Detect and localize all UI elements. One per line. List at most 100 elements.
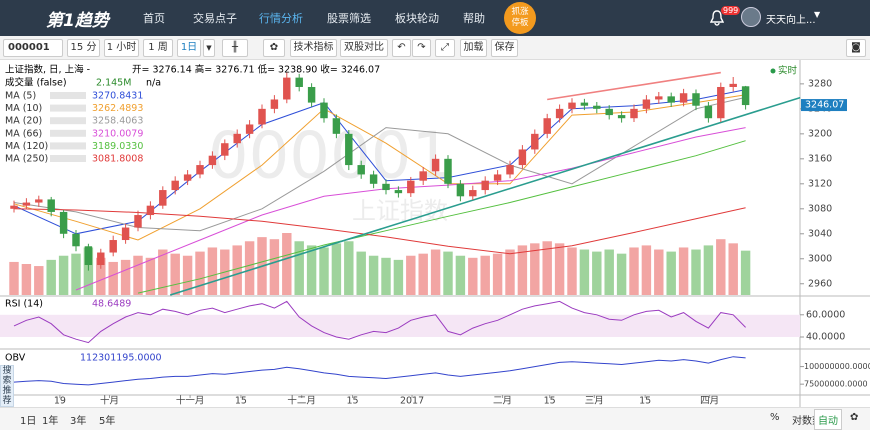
snapshot[interactable]: ◙	[846, 39, 866, 57]
y-tick-label: 100000000.0000	[804, 362, 870, 371]
ma-value: 3270.8431	[92, 91, 143, 102]
x-tick-label: 19	[54, 396, 66, 407]
caret[interactable]: ▼	[814, 10, 821, 19]
ma-value: 3210.0079	[92, 128, 143, 139]
y-tick-label: 40.0000	[806, 332, 845, 343]
rsi-line	[13, 300, 746, 344]
volume-bar	[393, 259, 404, 295]
volume-bar	[492, 253, 503, 295]
candle-body	[369, 174, 378, 184]
scale-option[interactable]: 对数刻度	[792, 416, 832, 427]
y-tick-label: 75000000.0000	[804, 380, 868, 389]
toolbar: 000001 15 分 1 小时 1 周 1日 ▼ ╫ ✿ 技术指标 双股对比 …	[0, 36, 870, 60]
volume-bar	[58, 255, 69, 295]
range-button[interactable]: 3年	[70, 416, 87, 427]
save-button[interactable]: 保存	[491, 39, 518, 57]
volume-bar	[145, 257, 156, 295]
volume-bar	[728, 243, 738, 295]
symbol-input[interactable]: 000001	[3, 39, 63, 57]
indicator-button[interactable]: 技术指标	[290, 39, 337, 57]
volume-bar	[71, 253, 81, 295]
legend-icons	[50, 142, 86, 150]
scale-option[interactable]: 自动	[814, 409, 842, 430]
candle-body	[183, 174, 192, 181]
volume-bar	[678, 247, 689, 295]
settings[interactable]: ✿	[263, 39, 285, 57]
candle-body	[233, 133, 241, 144]
volume-bar	[269, 239, 280, 295]
candle-body	[667, 96, 675, 103]
candle-body	[469, 190, 477, 197]
volume-bar	[455, 255, 466, 295]
bottom-bar: 1日 1年 3年 5年 % 对数刻度 自动 ✿	[0, 407, 870, 430]
menu-item[interactable]: 行情分析	[259, 12, 303, 25]
logo[interactable]: 第1趋势	[46, 11, 109, 31]
x-tick-label: 15	[639, 396, 651, 407]
x-tick-label: 十一月	[176, 395, 205, 407]
menu-item[interactable]: 帮助	[463, 12, 485, 25]
avatar[interactable]	[741, 7, 761, 27]
promo-badge[interactable]: 抓涨 停板	[504, 2, 536, 34]
volume-bar	[691, 249, 701, 295]
range-button[interactable]: 1年	[42, 416, 59, 427]
chart-style[interactable]: ╫	[222, 39, 248, 57]
ma-name: MA (66)	[5, 128, 42, 139]
user-name[interactable]: 天天向上...	[766, 15, 816, 26]
volume-bar	[108, 261, 118, 295]
badge-text: 抓涨	[511, 7, 529, 17]
legend-ohlc: 开= 3276.14 高= 3276.71 低= 3238.90 收= 3246…	[132, 64, 380, 76]
menu-item[interactable]: 板块轮动	[395, 12, 439, 25]
volume-bar	[604, 249, 614, 295]
volume-bar	[133, 255, 143, 295]
volume-bar	[306, 245, 317, 295]
volume-bar	[443, 251, 453, 295]
candle-body	[568, 102, 576, 109]
settings-icon[interactable]: ✿	[850, 412, 859, 423]
ma-line	[75, 127, 746, 291]
ma-name: MA (20)	[5, 116, 42, 127]
volume-bar	[232, 245, 242, 295]
candle-body	[407, 180, 415, 194]
candle-body	[394, 190, 403, 194]
period-button[interactable]: 1 周	[143, 39, 173, 57]
menu-item[interactable]: 股票筛选	[327, 12, 371, 25]
volume-bar	[418, 253, 428, 295]
candle-body	[208, 155, 217, 166]
bell-icon[interactable]	[710, 10, 724, 26]
side-tab[interactable]: 搜索推荐	[0, 365, 14, 407]
volume-bar	[96, 257, 106, 295]
x-tick-label: 二月	[493, 396, 512, 407]
redo[interactable]: ↷	[412, 39, 431, 57]
candle-body	[146, 205, 155, 216]
load-button[interactable]: 加载	[460, 39, 487, 57]
candle-body	[580, 102, 589, 106]
fullscreen[interactable]: ⤢	[435, 39, 455, 57]
trendline	[547, 71, 721, 101]
range-button[interactable]: 1日	[20, 416, 37, 427]
volume-bar	[158, 249, 168, 295]
realtime-dot	[770, 68, 776, 74]
dropdown[interactable]: ▼	[203, 39, 215, 57]
candle-body	[617, 115, 626, 119]
volume-bar	[480, 255, 490, 295]
period-button[interactable]: 15 分	[67, 39, 100, 57]
candle-body	[729, 83, 737, 87]
candle-body	[717, 86, 725, 119]
menu-item[interactable]: 首页	[143, 12, 165, 25]
undo[interactable]: ↶	[392, 39, 411, 57]
volume-bar	[654, 249, 664, 295]
x-tick-label: 三月	[585, 396, 604, 407]
candle-body	[221, 143, 229, 156]
volume-bar	[740, 250, 751, 295]
range-button[interactable]: 5年	[99, 416, 116, 427]
candle-body	[72, 233, 80, 247]
period-button[interactable]: 1日	[177, 39, 201, 57]
period-button[interactable]: 1 小时	[104, 39, 139, 57]
menu-item[interactable]: 交易点子	[193, 12, 237, 25]
candle-body	[382, 183, 390, 191]
compare-button[interactable]: 双股对比	[340, 39, 388, 57]
scale-option[interactable]: %	[770, 412, 780, 423]
top-nav: 第1趋势 首页 交易点子 行情分析 股票筛选 板块轮动 帮助 抓涨 停板 999 …	[0, 0, 870, 36]
volume-bar	[567, 247, 577, 295]
